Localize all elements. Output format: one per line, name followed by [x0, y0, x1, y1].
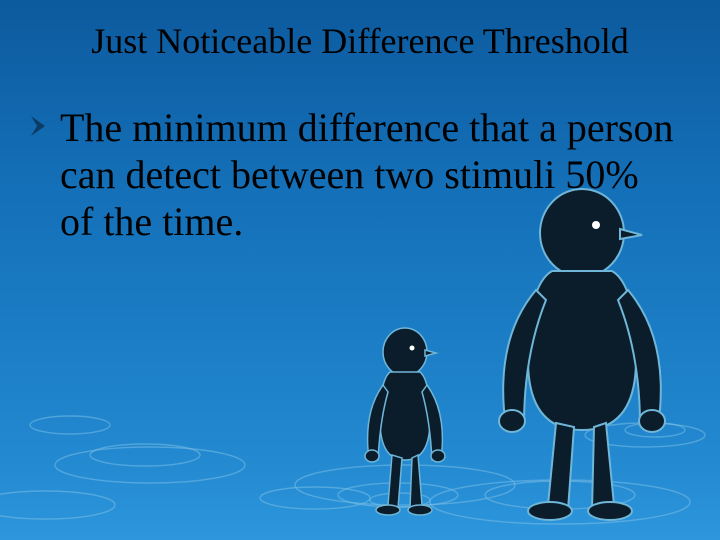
chevron-right-icon	[28, 114, 52, 138]
figure-small	[350, 320, 460, 520]
slide: Just Noticeable Difference Threshold The…	[0, 0, 720, 540]
figure-large	[470, 185, 690, 525]
slide-title: Just Noticeable Difference Threshold	[0, 20, 720, 62]
